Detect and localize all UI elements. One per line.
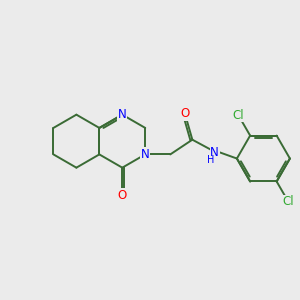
Text: Cl: Cl	[232, 109, 244, 122]
Text: O: O	[118, 189, 127, 202]
Text: O: O	[180, 107, 190, 120]
Text: N: N	[141, 148, 150, 161]
Text: H: H	[207, 155, 214, 165]
Text: N: N	[210, 146, 219, 159]
Text: Cl: Cl	[283, 195, 294, 208]
Text: N: N	[118, 108, 127, 121]
